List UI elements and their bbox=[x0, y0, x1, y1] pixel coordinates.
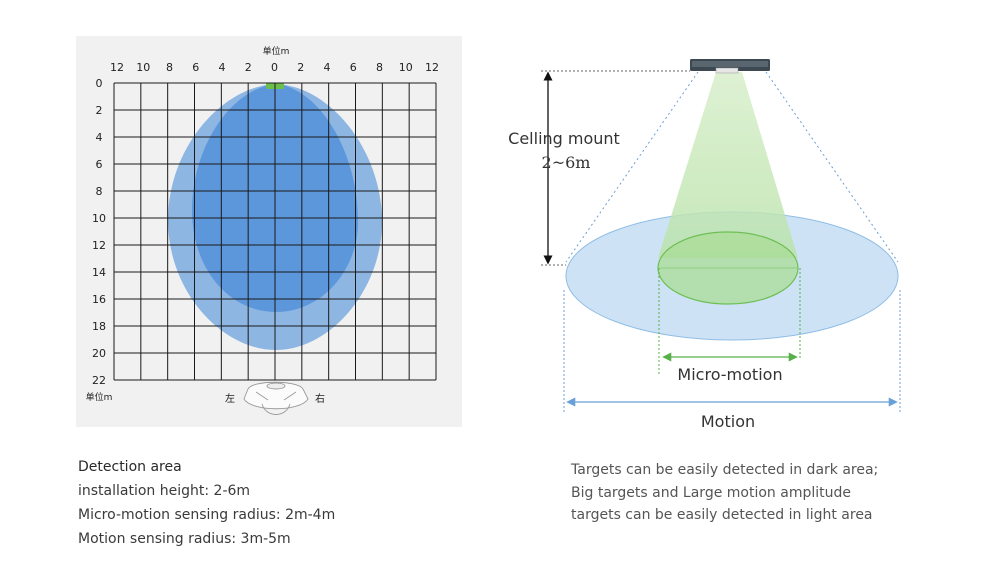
left-label: 左 bbox=[225, 392, 235, 405]
note-line-2: Big targets and Large motion amplitude bbox=[571, 484, 851, 501]
y-tick-label: 16 bbox=[92, 293, 106, 306]
x-tick-label: 8 bbox=[376, 61, 383, 74]
motion-dimension bbox=[563, 290, 901, 412]
x-tick-label: 0 bbox=[271, 61, 278, 74]
unit-label-bottom: 单位m bbox=[86, 391, 113, 403]
y-tick-label: 22 bbox=[92, 374, 106, 387]
x-tick-label: 10 bbox=[136, 61, 150, 74]
x-tick-label: 12 bbox=[110, 61, 124, 74]
micro-motion-dimension bbox=[658, 268, 801, 376]
sensor-device-sketch bbox=[243, 381, 309, 415]
y-tick-label: 8 bbox=[96, 185, 103, 198]
height-dimension bbox=[541, 70, 690, 266]
note-line-1: Targets can be easily detected in dark a… bbox=[571, 462, 879, 478]
caption-title: Detection area bbox=[78, 459, 182, 475]
x-axis-ticks: 12 10 8 6 4 2 0 2 4 6 8 10 12 bbox=[110, 61, 439, 74]
y-tick-label: 4 bbox=[96, 131, 103, 144]
right-label: 右 bbox=[315, 392, 325, 405]
y-tick-label: 2 bbox=[96, 104, 103, 117]
motion-cone-lines bbox=[565, 71, 899, 263]
y-tick-label: 12 bbox=[92, 239, 106, 252]
micro-motion-cone bbox=[658, 72, 798, 258]
y-tick-label: 14 bbox=[92, 266, 106, 279]
y-tick-label: 6 bbox=[96, 158, 103, 171]
y-tick-label: 10 bbox=[92, 212, 106, 225]
y-tick-label: 20 bbox=[92, 347, 106, 360]
x-tick-label: 4 bbox=[219, 61, 226, 74]
y-tick-label: 18 bbox=[92, 320, 106, 333]
note-line-3: targets can be easily detected in light … bbox=[571, 507, 873, 523]
micro-motion-label: Micro-motion bbox=[677, 365, 782, 384]
y-tick-label: 0 bbox=[96, 77, 103, 90]
ceiling-mount-label: Celling mount bbox=[508, 129, 620, 148]
ceiling-height-label: 2~6m bbox=[542, 153, 591, 172]
detection-area-caption: Detection area installation height: 2-6m… bbox=[78, 455, 335, 551]
x-tick-label: 12 bbox=[425, 61, 439, 74]
y-axis-ticks: 0 2 4 6 8 10 12 14 16 18 20 22 bbox=[92, 77, 106, 387]
x-tick-label: 4 bbox=[324, 61, 331, 74]
ceiling-sensor-device bbox=[690, 59, 770, 74]
caption-motion-radius: Motion sensing radius: 3m-5m bbox=[78, 531, 291, 547]
caption-micro-motion-radius: Micro-motion sensing radius: 2m-4m bbox=[78, 507, 336, 523]
caption-installation-height: installation height: 2-6m bbox=[78, 483, 251, 499]
x-tick-label: 10 bbox=[399, 61, 413, 74]
unit-label-top: 单位m bbox=[263, 45, 290, 57]
x-tick-label: 8 bbox=[166, 61, 173, 74]
x-tick-label: 2 bbox=[297, 61, 304, 74]
grid-lines bbox=[113, 82, 437, 381]
detection-note-caption: Targets can be easily detected in dark a… bbox=[571, 459, 878, 527]
x-tick-label: 6 bbox=[350, 61, 357, 74]
motion-label: Motion bbox=[701, 412, 755, 431]
x-tick-label: 2 bbox=[245, 61, 252, 74]
x-tick-label: 6 bbox=[192, 61, 199, 74]
